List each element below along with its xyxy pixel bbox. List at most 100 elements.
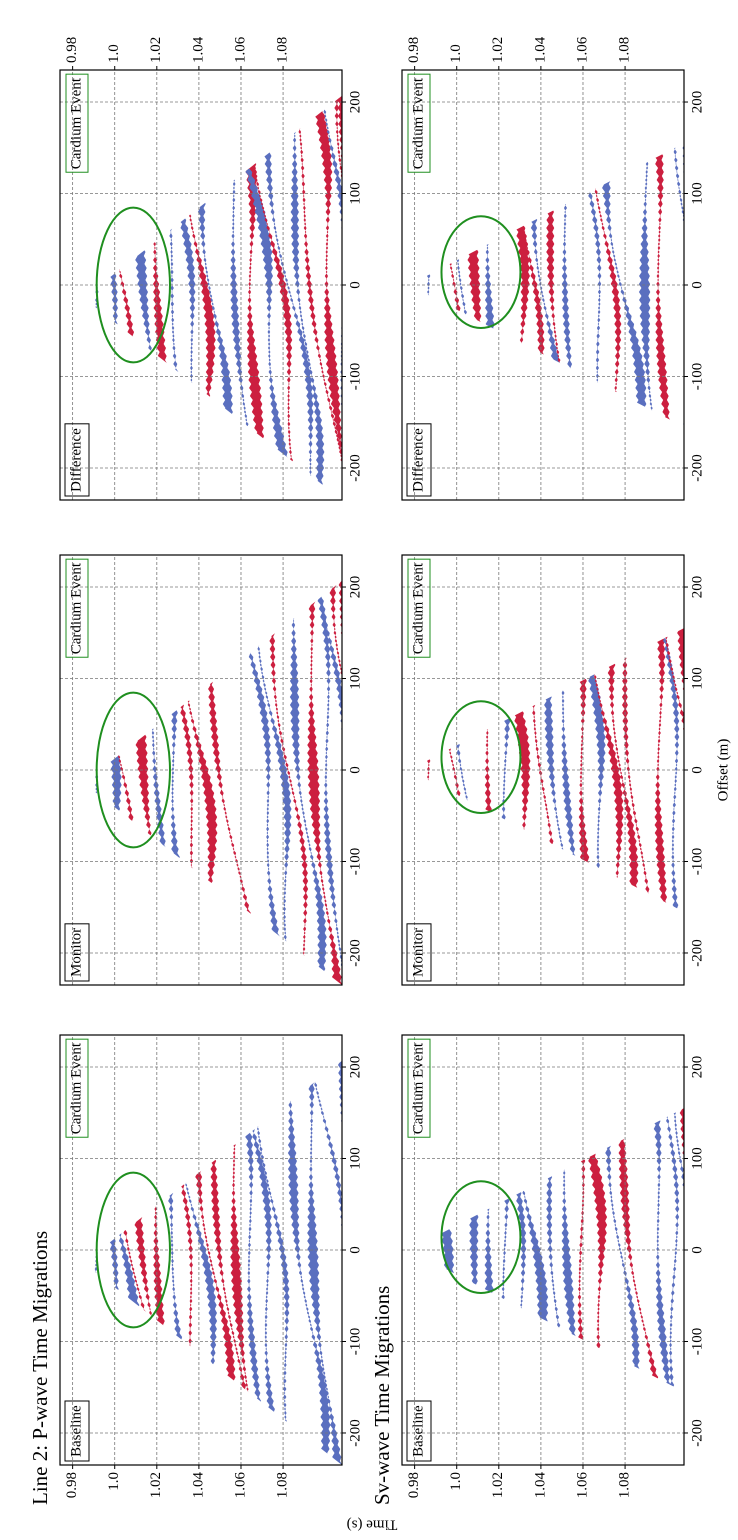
wiggle-band [229,1060,269,1465]
x-tick-label: -100 [347,848,363,876]
x-tick-label: 100 [347,667,363,690]
event-ellipse [440,215,522,329]
x-tick-label: 100 [689,667,705,690]
row-title: Sv-wave Time Migrations [370,1286,394,1505]
y-tick-label: 1.06 [232,36,248,63]
panel-label-box [64,1400,90,1462]
panel-label: Baseline [68,1405,84,1457]
annotation: Cardium Event [68,562,84,654]
wiggle-band [563,1108,597,1392]
wiggle-band [289,580,327,985]
event-ellipse [440,700,522,814]
x-tick-label: -100 [347,363,363,391]
wiggle-band [644,628,676,912]
panel-label-box [406,1400,432,1462]
x-tick-label: 200 [689,576,705,599]
y-tick-label: 1.04 [190,1472,206,1499]
y-tick-label: 1.0 [448,1472,464,1491]
annotation-box [65,1038,89,1138]
x-tick-label: 100 [347,182,363,205]
x-tick-label: 100 [347,1147,363,1170]
panel-frame [401,554,685,986]
wiggle-band [615,1108,665,1392]
wiggle-band [495,1108,532,1392]
y-tick-label: 1.08 [275,37,291,63]
annotation: Cardium Event [68,77,84,169]
annotation-box [65,558,89,658]
x-tick-label: 0 [689,281,705,289]
y-tick-label: 1.06 [574,1472,590,1499]
panel-label: Monitor [68,928,84,977]
x-tick-label: -200 [689,454,705,482]
y-tick-label: 1.06 [232,1472,248,1499]
row-title: Line 2: P-wave Time Migrations [28,1231,52,1505]
x-tick-label: 0 [347,766,363,774]
panel: -200 -100 0 100 200 0.98 1.0 1.02 1.04 1.06 1.08 Ba… [28,1034,363,1505]
x-tick-label: 100 [689,1147,705,1170]
x-tick-label: -100 [689,363,705,391]
panel-frame [401,1034,685,1466]
annotation-box [407,558,431,658]
wiggle-band [336,95,342,500]
panel-frame [59,1034,343,1466]
wiggle-band [286,1060,331,1465]
y-tick-label: 1.04 [190,36,206,63]
panel-label-box [406,423,432,497]
panel-label-box [64,923,90,982]
annotation: Cardium Event [410,562,426,654]
x-tick-label: 0 [347,281,363,289]
wiggle-band [638,143,667,427]
event-ellipse [95,206,171,364]
annotation-box [65,73,89,173]
x-tick-label: -200 [347,939,363,967]
wiggle-band [587,143,622,427]
wiggle-band [702,72,731,500]
y-tick-label: 1.02 [148,37,164,63]
x-tick-label: 200 [347,91,363,114]
x-tick-label: 0 [689,766,705,774]
wiggle-band [542,628,583,912]
annotation: Cardium Event [68,1042,84,1134]
panel-label: Difference [410,428,426,492]
panel-label: Monitor [410,928,426,977]
y-tick-label: 1.08 [617,37,633,63]
x-tick-label: 200 [689,91,705,114]
y-tick-label: 1.0 [448,44,464,63]
annotation: Cardium Event [410,77,426,169]
panel-frame [401,69,685,501]
y-tick-label: 1.02 [490,37,506,63]
y-tick-label: 0.98 [406,37,422,63]
x-tick-label: -200 [347,454,363,482]
y-tick-label: 1.08 [617,1472,633,1498]
wiggle-band [496,143,535,427]
wiggle-band [584,628,626,912]
panel-frame [59,554,343,986]
y-tick-label: 1.04 [532,1472,548,1499]
y-axis-label: Time (s) [347,1517,398,1533]
rotated-figure: Time (s) Offset (m) -200 -100 0 100 200 0.98 1… [28,36,732,1533]
y-tick-label: 1.02 [490,1472,506,1498]
annotation-box [407,1038,431,1138]
panel-label: Difference [68,428,84,492]
wiggle-band [302,580,342,985]
x-tick-label: 0 [347,1246,363,1254]
annotation: Cardium Event [410,1042,426,1134]
x-tick-label: 200 [347,576,363,599]
wiggle-band [546,143,576,427]
panel: -200 -100 0 100 200 0.98 1.0 1.02 1.04 1.06 1.08 Di… [59,36,363,501]
y-tick-label: 1.0 [106,44,122,63]
y-tick-label: 1.02 [148,1472,164,1498]
panel: -200 -100 0 100 200 Monitor Cardium Event [401,554,705,986]
y-tick-label: 1.08 [275,1472,291,1498]
event-ellipse [440,1180,522,1294]
annotation-box [407,73,431,173]
panel-label-box [406,923,432,982]
x-tick-label: 100 [689,182,705,205]
panel-label-box [64,423,90,497]
wiggle-band [290,95,325,500]
panel-frame [59,69,343,501]
wiggle-band [338,580,342,985]
x-tick-label: -100 [689,848,705,876]
wiggle-band [307,95,342,500]
